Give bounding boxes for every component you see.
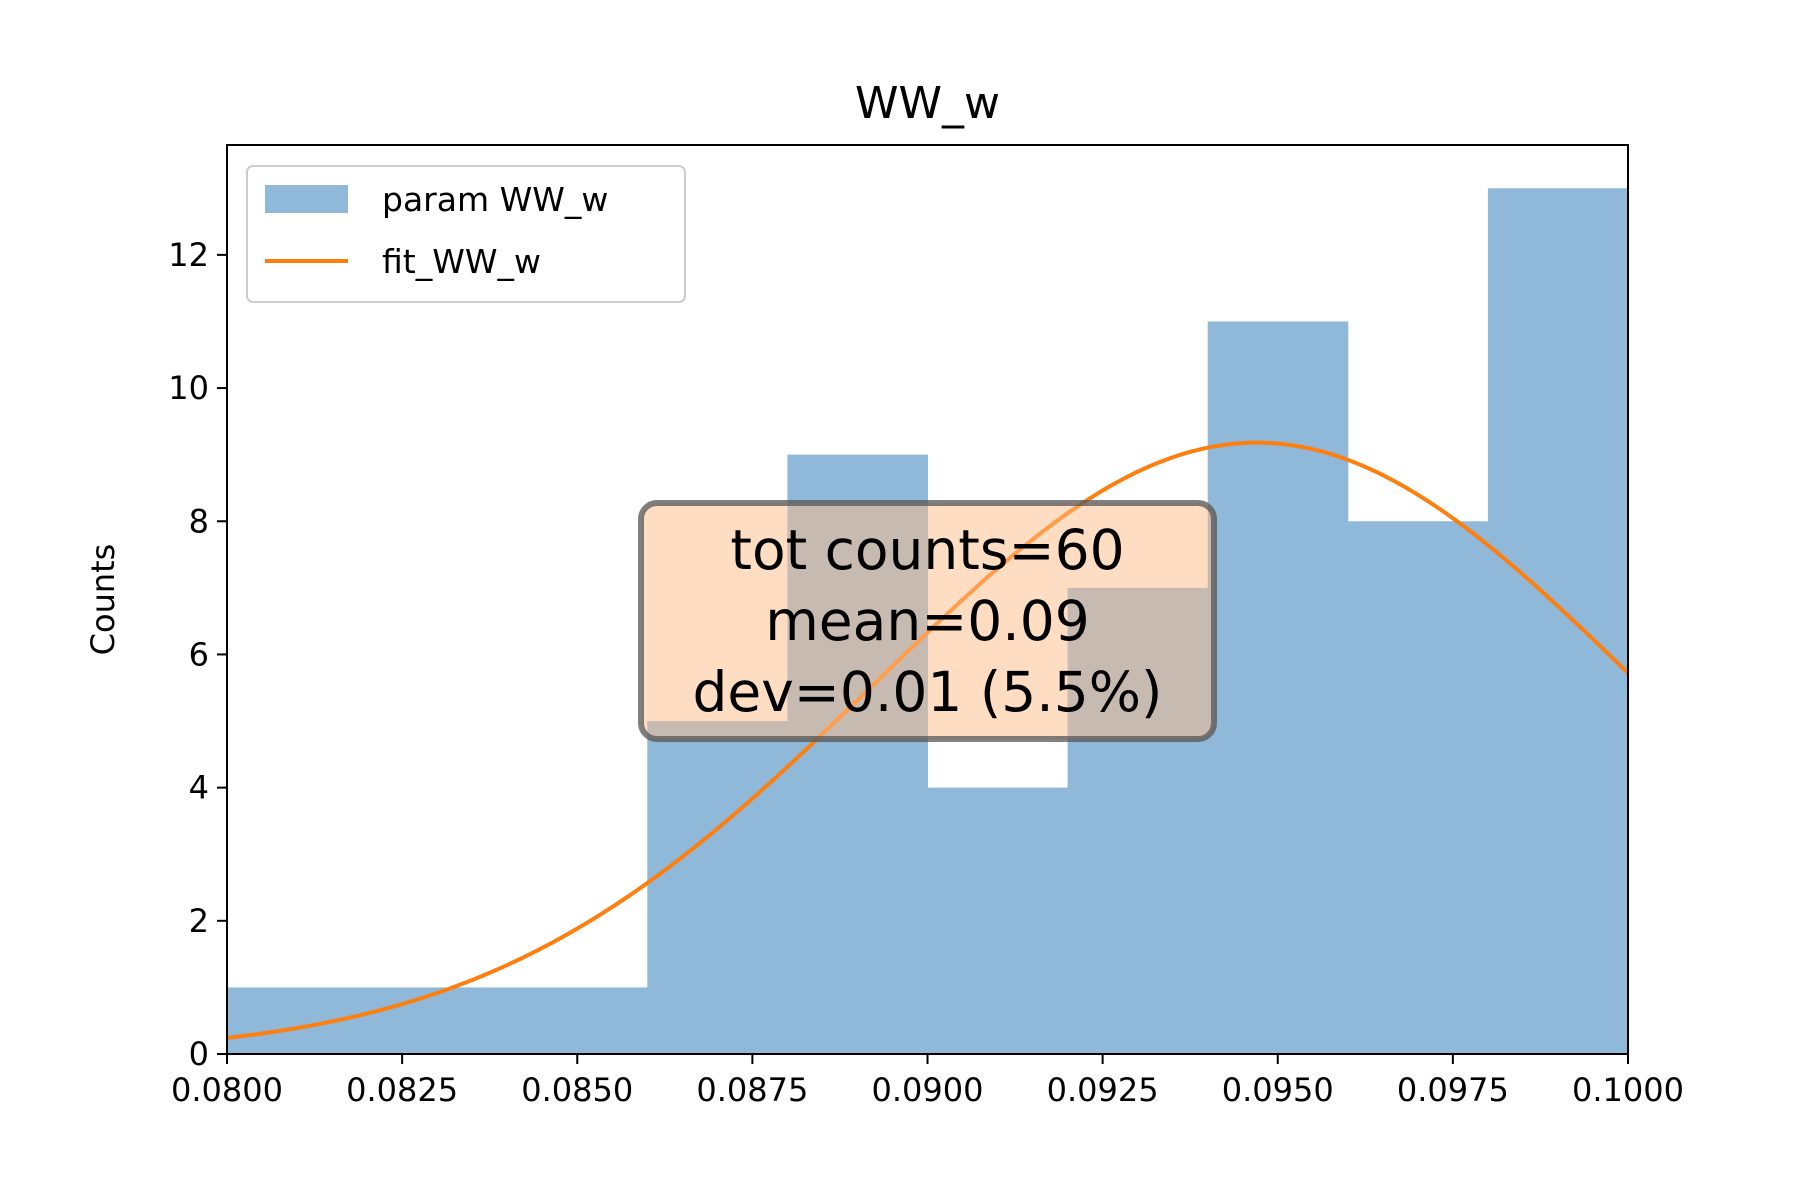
histogram-bar (507, 987, 648, 1054)
annotation-line: dev=0.01 (5.5%) (693, 660, 1163, 724)
x-tick-label: 0.1000 (1572, 1071, 1684, 1109)
x-tick-label: 0.0975 (1397, 1071, 1509, 1109)
y-tick-label: 4 (189, 769, 209, 807)
legend-label: fit_WW_w (382, 242, 541, 281)
histogram-bar (647, 721, 788, 1054)
annotation-line: mean=0.09 (765, 589, 1090, 653)
chart-title: WW_w (855, 78, 1000, 129)
y-tick-label: 8 (189, 502, 209, 540)
histogram-bars (227, 188, 1629, 1055)
histogram-bar (227, 987, 368, 1054)
y-tick-label: 6 (189, 635, 209, 673)
histogram-bar (1347, 521, 1489, 1054)
y-tick-label: 12 (168, 236, 209, 274)
x-tick-label: 0.0875 (696, 1071, 808, 1109)
histogram-bar (367, 987, 508, 1054)
y-axis-label: Counts (84, 544, 122, 656)
histogram-bar (1487, 188, 1629, 1055)
y-tick-label: 10 (168, 369, 209, 407)
x-axis-ticks: 0.0800 0.0825 0.0850 0.0875 0.0900 0.0925 0.09… (171, 1054, 1684, 1109)
y-tick-label: 2 (189, 902, 209, 940)
y-tick-label: 0 (189, 1035, 209, 1073)
x-tick-label: 0.0900 (872, 1071, 984, 1109)
legend: param WW_w fit_WW_w (246, 165, 686, 303)
legend-box (246, 165, 686, 303)
x-tick-label: 0.0950 (1222, 1071, 1334, 1109)
x-tick-label: 0.0825 (346, 1071, 458, 1109)
annotation-line: tot counts=60 (730, 518, 1124, 582)
histogram-bar (1207, 321, 1349, 1054)
x-tick-label: 0.0925 (1047, 1071, 1159, 1109)
x-tick-label: 0.0850 (521, 1071, 633, 1109)
x-tick-label: 0.0800 (171, 1071, 283, 1109)
stats-annotation: tot counts=60 mean=0.09 dev=0.01 (5.5%) (638, 500, 1217, 742)
histogram-bar (927, 787, 1069, 1054)
annotation-box (638, 500, 1217, 742)
y-axis-ticks: 0 2 4 6 8 10 12 (168, 236, 227, 1073)
legend-label: param WW_w (382, 180, 608, 219)
legend-swatch-histogram (265, 185, 348, 213)
